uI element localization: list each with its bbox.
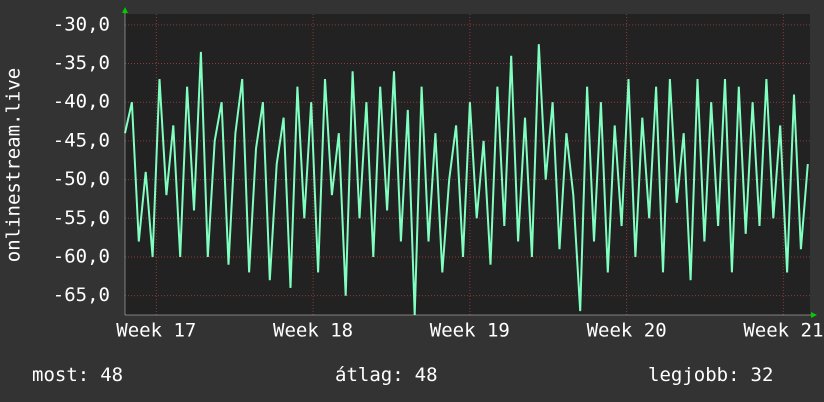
y-tick-label: -45,0 <box>53 129 110 151</box>
stat-label: legjobb: <box>648 364 740 386</box>
labels: -30,0 -35,0 -40,0 -45,0 -50,0 -55,0 -60,0 -65,0… <box>32 13 823 385</box>
x-tick-label: Week 18 <box>273 320 353 342</box>
y-tick-label: -35,0 <box>53 52 110 74</box>
y-axis-label: onlinestream.live <box>3 68 25 262</box>
stat: legjobb: 32 <box>648 364 773 386</box>
lines <box>124 44 809 316</box>
y-tick-label: -65,0 <box>53 284 110 306</box>
y-tick-label: -60,0 <box>53 245 110 267</box>
y-tick-label: -50,0 <box>53 168 110 190</box>
data-line <box>124 44 809 316</box>
y-axis-arrow <box>122 7 128 13</box>
stat-label: átlag: <box>335 364 404 386</box>
stat: most: 48 <box>32 364 123 386</box>
stat-value: 48 <box>415 364 438 386</box>
y-tick-label: -55,0 <box>53 207 110 229</box>
x-tick-label: Week 19 <box>430 320 510 342</box>
x-tick-label: Week 17 <box>116 320 196 342</box>
y-tick-label: -30,0 <box>53 13 110 35</box>
stat-label: most: <box>32 364 89 386</box>
stat: átlag: 48 <box>335 364 438 386</box>
x-tick-label: Week 21 <box>743 320 823 342</box>
x-axis-arrow <box>811 312 817 318</box>
y-tick-label: -40,0 <box>53 91 110 113</box>
stat-value: 48 <box>100 364 123 386</box>
x-tick-label: Week 20 <box>587 320 667 342</box>
stat-value: 32 <box>751 364 774 386</box>
